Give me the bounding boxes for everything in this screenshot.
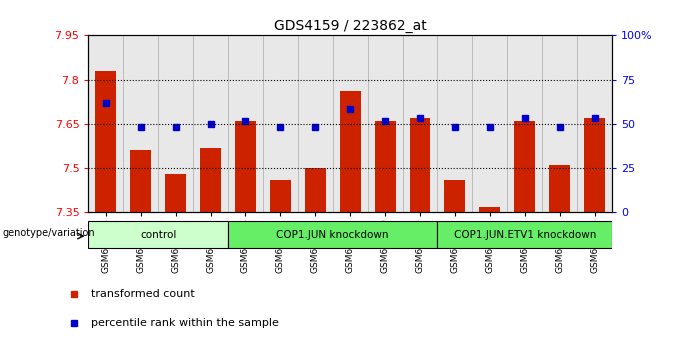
Bar xyxy=(298,35,333,212)
FancyBboxPatch shape xyxy=(228,221,437,248)
Bar xyxy=(445,180,465,212)
Bar xyxy=(514,121,535,212)
Bar xyxy=(340,91,360,212)
Bar xyxy=(333,35,368,212)
Bar xyxy=(507,35,542,212)
Bar xyxy=(375,121,396,212)
Bar xyxy=(200,148,221,212)
Text: COP1.JUN knockdown: COP1.JUN knockdown xyxy=(277,229,389,240)
Bar xyxy=(158,35,193,212)
Bar xyxy=(88,35,123,212)
Bar xyxy=(95,71,116,212)
Text: control: control xyxy=(140,229,176,240)
Bar xyxy=(437,35,473,212)
Bar xyxy=(270,180,291,212)
Title: GDS4159 / 223862_at: GDS4159 / 223862_at xyxy=(274,19,426,33)
Bar xyxy=(577,35,612,212)
Text: transformed count: transformed count xyxy=(91,289,195,299)
FancyBboxPatch shape xyxy=(88,221,228,248)
Text: percentile rank within the sample: percentile rank within the sample xyxy=(91,318,279,328)
Text: COP1.JUN.ETV1 knockdown: COP1.JUN.ETV1 knockdown xyxy=(454,229,596,240)
FancyBboxPatch shape xyxy=(437,221,612,248)
Bar xyxy=(165,174,186,212)
Bar xyxy=(193,35,228,212)
Bar xyxy=(263,35,298,212)
Bar xyxy=(403,35,437,212)
Bar xyxy=(584,118,605,212)
Text: genotype/variation: genotype/variation xyxy=(2,228,95,238)
Bar xyxy=(368,35,403,212)
Bar xyxy=(479,206,500,212)
Bar xyxy=(228,35,263,212)
Bar xyxy=(305,168,326,212)
Bar xyxy=(409,118,430,212)
Bar xyxy=(123,35,158,212)
Bar xyxy=(131,150,151,212)
Bar xyxy=(542,35,577,212)
Bar xyxy=(473,35,507,212)
Bar xyxy=(235,121,256,212)
Bar xyxy=(549,165,570,212)
